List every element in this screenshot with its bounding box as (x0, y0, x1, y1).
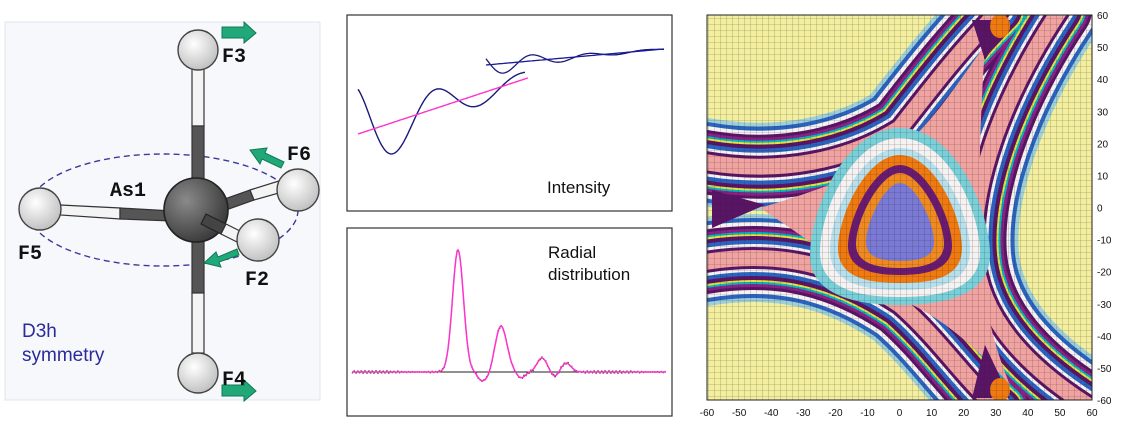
y-tick-label: 30 (1097, 107, 1109, 118)
x-tick-label: -50 (732, 408, 747, 419)
label-f6: F6 (287, 144, 311, 167)
atom-f3 (177, 29, 219, 71)
arrow-f2-icon (202, 248, 240, 268)
contour-map-panel: -60 -50 -40 -30 -20 -10 0 10 20 30 40 50 60 60 50 40 30… (700, 11, 1112, 419)
y-tick-label: -30 (1097, 300, 1112, 311)
y-tick-label: 20 (1097, 139, 1109, 150)
intensity-experimental-curve (357, 71, 526, 155)
x-tick-label: 30 (990, 408, 1002, 419)
y-tick-label: 0 (1097, 204, 1103, 215)
contour-frame (706, 14, 1093, 401)
displacement-arrows (202, 20, 285, 403)
x-tick-label: 20 (958, 408, 970, 419)
bond-as1-f5 (59, 204, 173, 222)
x-tick-label: 0 (897, 408, 903, 419)
bond-as1-f4 (191, 234, 205, 354)
y-tick-label: 50 (1097, 43, 1109, 54)
y-tick-label: 40 (1097, 75, 1109, 86)
y-tick-label: -60 (1097, 396, 1112, 407)
radial-label-line2: distribution (548, 265, 630, 284)
intensity-label: Intensity (547, 178, 611, 197)
x-tick-label: -20 (828, 408, 843, 419)
x-tick-label: -30 (796, 408, 811, 419)
y-tick-label: 10 (1097, 171, 1109, 182)
radial-panel: Radial distribution (346, 227, 673, 417)
symmetry-label-line1: D3h (22, 321, 57, 342)
atom-f4 (177, 352, 219, 394)
label-f5: F5 (18, 243, 42, 266)
y-tick-label: -50 (1097, 364, 1112, 375)
arrow-f4-icon (221, 378, 257, 403)
x-tick-label: 60 (1086, 408, 1098, 419)
label-f2: F2 (245, 269, 269, 292)
atom-f6 (276, 168, 320, 212)
x-tick-label: 40 (1022, 408, 1034, 419)
arrow-f6-icon (249, 147, 285, 169)
y-tick-label: -20 (1097, 268, 1112, 279)
contour-grid (707, 15, 1092, 400)
intensity-panel: Intensity (346, 14, 673, 212)
x-tick-label: -10 (860, 408, 875, 419)
intensity-fit-curve (357, 77, 529, 135)
y-tick-label: -40 (1097, 332, 1112, 343)
bond-as1-f3 (191, 67, 205, 181)
radial-fit-curve (352, 248, 666, 382)
label-f3: F3 (222, 46, 246, 69)
atom-f2 (236, 218, 280, 262)
label-f4: F4 (222, 369, 246, 392)
y-tick-label: 60 (1097, 11, 1109, 22)
symmetry-label-line2: symmetry (22, 345, 105, 366)
y-tick-labels: 60 50 40 30 20 10 0 -10 -20 -30 -40 -50 -60 (1097, 11, 1112, 407)
x-tick-label: -40 (764, 408, 779, 419)
radial-panel-frame (346, 227, 673, 417)
intensity-panel-frame (346, 14, 673, 212)
radial-label-line1: Radial (548, 243, 596, 262)
x-tick-label: 50 (1054, 408, 1066, 419)
atom-f5 (18, 187, 62, 231)
x-tick-labels: -60 -50 -40 -30 -20 -10 0 10 20 30 40 50 60 (700, 408, 1098, 419)
y-tick-label: -10 (1097, 236, 1112, 247)
arrow-f3-icon (221, 20, 257, 45)
intensity-background-line (485, 48, 665, 66)
x-tick-label: 10 (926, 408, 938, 419)
molecule-panel: As1 F3 F4 F5 F6 F2 D3h symmetry (4, 20, 321, 403)
x-tick-label: -60 (700, 408, 715, 419)
label-as1: As1 (110, 180, 146, 203)
